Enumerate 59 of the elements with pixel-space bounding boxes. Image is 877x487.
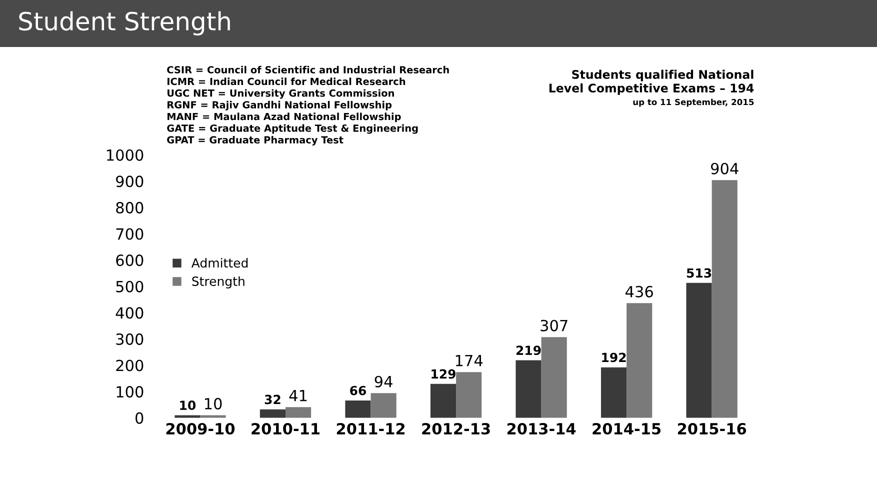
y-tick-label: 700 xyxy=(116,228,144,240)
bar xyxy=(286,407,312,418)
data-label: 174 xyxy=(456,354,483,366)
bar xyxy=(200,415,226,418)
text: RGNF = Rajiv Gandhi National Fellowship xyxy=(168,100,392,110)
text: GPAT = Graduate Pharmacy Test xyxy=(167,136,344,146)
bar xyxy=(345,400,371,418)
y-tick-label: 400 xyxy=(116,307,144,319)
data-label: 32 xyxy=(264,394,280,404)
y-tick-label: 800 xyxy=(116,202,144,214)
x-tick-label: 2013-14 xyxy=(507,422,576,435)
y-tick-label: 300 xyxy=(116,333,144,345)
bar xyxy=(260,409,286,418)
text: up to 11 September, 2015 xyxy=(633,98,754,107)
bar xyxy=(541,337,567,418)
data-label: 219 xyxy=(516,346,541,356)
x-tick-label: 2011-12 xyxy=(336,422,405,435)
bar xyxy=(456,372,482,418)
data-label: 94 xyxy=(374,376,392,388)
chart-title: Student Strength xyxy=(19,11,230,36)
data-label: 436 xyxy=(626,286,653,298)
y-tick-label: 0 xyxy=(136,412,144,424)
data-label: 904 xyxy=(711,162,738,174)
y-tick-label: 600 xyxy=(116,254,144,266)
text: Students qualified National xyxy=(572,70,754,82)
text: ICMR = Indian Council for Medical Research xyxy=(168,78,406,86)
y-tick-label: 100 xyxy=(116,386,144,398)
legend-label: Strength xyxy=(192,276,244,288)
y-tick-label: 1000 xyxy=(107,149,144,161)
data-label: 66 xyxy=(350,386,366,396)
y-tick-label: 500 xyxy=(116,280,144,292)
data-label: 10 xyxy=(204,398,222,410)
data-label: 513 xyxy=(686,268,712,278)
data-label: 129 xyxy=(432,369,456,379)
text: Level Competitive Exams – 194 xyxy=(549,83,754,95)
data-label: 192 xyxy=(602,352,626,362)
x-tick-label: 2014-15 xyxy=(592,422,661,435)
x-tick-label: 2010-11 xyxy=(252,422,320,435)
bar xyxy=(370,393,396,418)
text: GATE = Graduate Aptitude Test & Engineering xyxy=(167,124,418,134)
bar xyxy=(600,367,627,418)
data-label: 41 xyxy=(289,390,307,402)
x-tick-label: 2012-13 xyxy=(422,422,490,435)
bar xyxy=(626,303,652,418)
legend-label: Admitted xyxy=(191,258,248,268)
bar xyxy=(516,360,542,418)
bar xyxy=(686,282,712,418)
x-tick-label: 2015-16 xyxy=(678,422,746,435)
data-label: 307 xyxy=(540,320,568,332)
y-tick-label: 900 xyxy=(116,176,144,188)
data-label: 10 xyxy=(180,400,196,410)
bar xyxy=(430,384,456,418)
text: MANF = Maulana Azad National Fellowship xyxy=(168,112,401,122)
text: CSIR = Council of Scientific and Industrial Research xyxy=(167,66,449,74)
text: UGC NET = University Grants Commission xyxy=(168,89,394,99)
x-tick-label: 2009-10 xyxy=(166,422,235,435)
bar xyxy=(174,415,200,418)
bar xyxy=(712,180,738,418)
y-tick-label: 200 xyxy=(116,360,144,372)
